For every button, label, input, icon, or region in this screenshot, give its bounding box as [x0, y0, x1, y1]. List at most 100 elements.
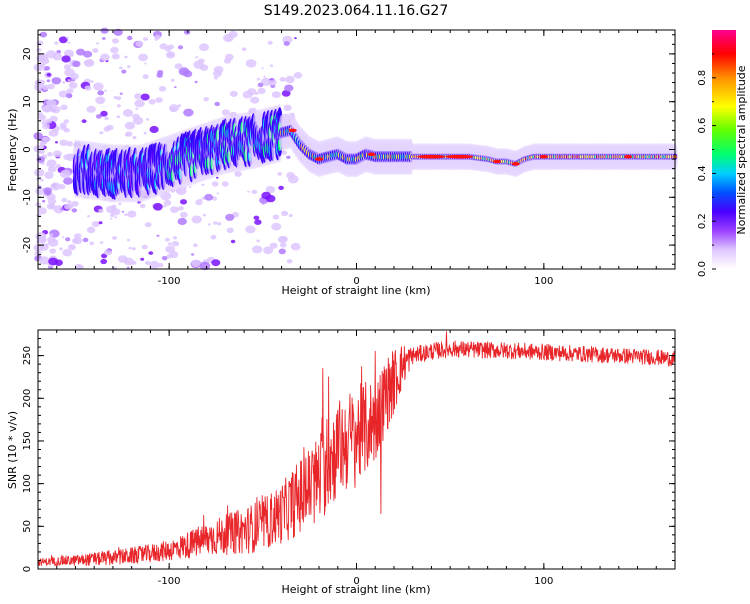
- heatmap-noise-cell: [221, 181, 229, 187]
- heatmap-noise-cell: [167, 51, 175, 58]
- heatmap-noise-cell: [201, 183, 205, 186]
- heatmap-noise-cell: [144, 260, 151, 265]
- heatmap-noise-cell: [42, 199, 46, 203]
- heatmap-noise-cell: [55, 141, 58, 144]
- heatmap-noise-cell: [65, 36, 69, 39]
- heatmap-noise-cell: [92, 48, 99, 53]
- heatmap-noise-cell: [82, 237, 89, 243]
- heatmap-noise-cell: [65, 237, 71, 242]
- heatmap-noise-cell: [141, 244, 148, 250]
- heatmap-noise-cell: [44, 171, 54, 179]
- heatmap-noise-cell: [279, 242, 287, 248]
- heatmap-noise-cell: [63, 64, 71, 70]
- colorbar: 0.0 0.2 0.4 0.6 0.8 Normalized spectral ampl…: [697, 30, 748, 277]
- heatmap-noise-cell: [134, 93, 143, 100]
- heatmap-noise-cell: [58, 36, 68, 44]
- heatmap-noise-cell: [245, 59, 257, 68]
- heatmap-noise-cell: [46, 79, 51, 83]
- heatmap-noise-cell: [36, 48, 42, 52]
- heatmap-noise-cell: [223, 34, 234, 42]
- heatmap-noise-cell: [127, 65, 131, 69]
- heatmap-noise-cell: [112, 38, 119, 44]
- heatmap-noise-cell: [59, 247, 63, 251]
- heatmap-noise-cell: [67, 79, 71, 82]
- heatmap-noise-cell: [283, 104, 292, 112]
- heatmap-noise-cell: [40, 237, 47, 243]
- colorbar-tick-label: 0.6: [697, 118, 708, 134]
- snr-y-tick-label: 250: [22, 346, 33, 365]
- heatmap-noise-cell: [100, 27, 109, 34]
- heatmap-noise-cell: [66, 88, 74, 94]
- heatmap-noise-cell: [245, 225, 256, 234]
- heatmap-noise-cell: [263, 246, 274, 255]
- heatmap-noise-cell: [61, 197, 68, 203]
- heatmap-noise-cell: [64, 203, 73, 210]
- heatmap-noise-cell: [281, 210, 289, 217]
- heatmap-noise-cell: [60, 207, 64, 211]
- heatmap-noise-cell: [126, 266, 130, 269]
- heatmap-noise-cell: [253, 215, 260, 220]
- heatmap-noise-cell: [48, 257, 58, 266]
- heatmap-noise-cell: [154, 37, 159, 41]
- heatmap-noise-cell: [117, 255, 128, 263]
- heatmap-noise-cell: [60, 104, 68, 111]
- heatmap-noise-cell: [42, 84, 50, 91]
- heatmap-x-tick-label: 100: [534, 276, 553, 287]
- heatmap-noise-cell: [38, 79, 45, 85]
- heatmap-noise-cell: [156, 72, 163, 78]
- heatmap-noise-cell: [91, 221, 100, 227]
- heatmap-noise-cell: [202, 213, 207, 217]
- heatmap-noise-cell: [59, 169, 71, 179]
- colorbar-tick-label: 0.2: [697, 213, 708, 229]
- heatmap-noise-cell: [50, 105, 61, 114]
- heatmap-noise-cell: [132, 136, 137, 140]
- snr-y-tick-label: 100: [22, 474, 33, 493]
- heatmap-noise-cell: [86, 226, 96, 234]
- heatmap-noise-cell: [59, 122, 67, 128]
- heatmap-noise-cell: [34, 168, 45, 177]
- heatmap-noise-cell: [47, 83, 55, 90]
- heatmap-noise-cell: [247, 190, 250, 193]
- heatmap-noise-cell: [138, 53, 149, 62]
- heatmap-noise-cell: [106, 205, 117, 214]
- heatmap-noise-cell: [111, 53, 120, 60]
- heatmap-noise-cell: [156, 234, 160, 237]
- heatmap-noise-cell: [286, 259, 293, 264]
- heatmap-noise-cell: [140, 257, 145, 261]
- heatmap-noise-cell: [50, 182, 61, 191]
- heatmap-noise-cell: [216, 192, 220, 195]
- heatmap-noise-cell: [95, 114, 102, 119]
- heatmap-noise-cell: [166, 254, 173, 259]
- snr-y-ticks: 0 50 100 150 200 250: [22, 338, 675, 572]
- heatmap-noise-cell: [119, 66, 123, 70]
- heatmap-noise-cell: [210, 234, 217, 240]
- heatmap-noise-cell: [39, 57, 50, 65]
- heatmap-y-axis-label: Frequency (Hz): [6, 109, 19, 192]
- heatmap-noise-cell: [128, 247, 132, 250]
- heatmap-noise-cell: [110, 217, 113, 220]
- heatmap-noise-cell: [63, 154, 71, 161]
- heatmap-noise-cell: [271, 91, 281, 98]
- heatmap-noise-cell: [211, 259, 221, 267]
- heatmap-noise-cell: [62, 81, 66, 84]
- heatmap-noise-cell: [277, 236, 288, 243]
- heatmap-noise-cell: [263, 75, 266, 78]
- heatmap-noise-cell: [42, 105, 52, 113]
- heatmap-noise-cell: [293, 72, 303, 79]
- heatmap-noise-cell: [38, 114, 47, 121]
- heatmap-noise-cell: [193, 60, 205, 69]
- heatmap-noise-cell: [69, 53, 74, 57]
- heatmap-noise-cell: [163, 204, 167, 208]
- heatmap-noise-cell: [104, 89, 107, 92]
- heatmap-noise-cell: [49, 248, 57, 254]
- heatmap-noise-cell: [286, 155, 291, 159]
- chart-title: S149.2023.064.11.16.G27: [264, 3, 449, 19]
- heatmap-noise-cell: [116, 104, 121, 108]
- snr-y-tick-label: 150: [22, 431, 33, 450]
- snr-panel: -100 0 100 0 50 100 150 200 250 Height of strai…: [6, 329, 676, 596]
- heatmap-noise-cell: [124, 132, 130, 137]
- heatmap-noise-cell: [86, 105, 96, 113]
- heatmap-noise-cell: [75, 263, 83, 270]
- heatmap-noise-cell: [177, 206, 184, 211]
- heatmap-noise-cell: [83, 50, 93, 58]
